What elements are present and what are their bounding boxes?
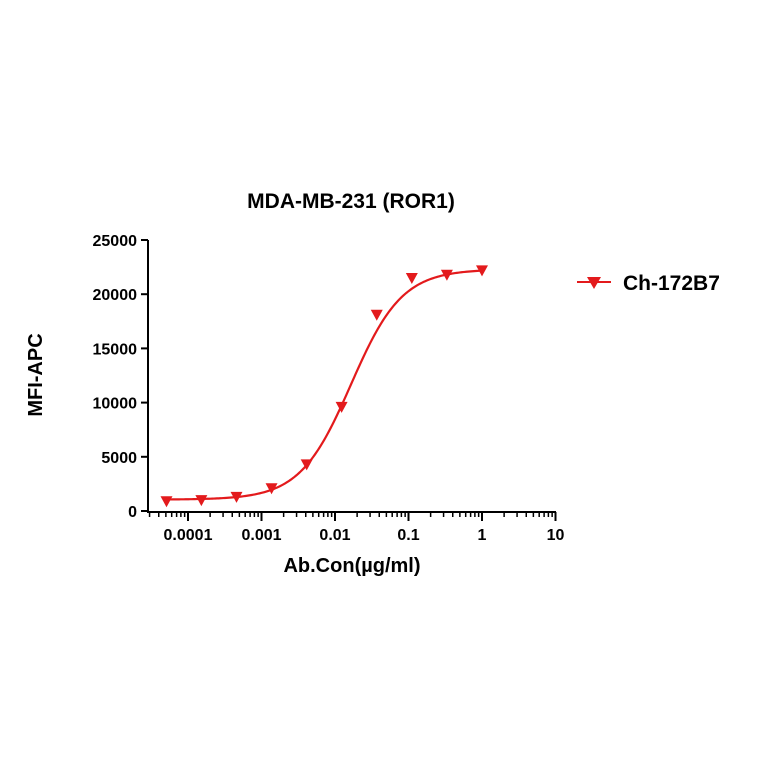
fit-curve [166, 269, 483, 501]
legend-label: Ch-172B7 [623, 272, 720, 295]
data-point [160, 496, 173, 508]
x-tick-label: 0.0001 [164, 527, 213, 544]
x-axis: 0.0001 0.001 0.01 0.1 1 10 [147, 511, 565, 544]
data-point [195, 495, 208, 507]
x-ticks: 0.0001 0.001 0.01 0.1 1 10 [148, 512, 565, 544]
y-tick-label: 10000 [93, 396, 138, 413]
data-point [265, 483, 278, 495]
x-tick-label: 10 [547, 527, 565, 544]
x-tick-label: 0.01 [319, 527, 350, 544]
data-point [300, 459, 313, 471]
data-point [440, 269, 453, 281]
y-axis-label: MFI-APC [25, 333, 47, 416]
data-point [370, 309, 383, 321]
y-tick-label: 15000 [93, 341, 138, 358]
data-point [476, 265, 488, 277]
plot-series [160, 265, 488, 508]
legend-marker [587, 277, 601, 289]
legend: Ch-172B7 [577, 272, 720, 295]
chart-title: MDA-MB-231 (ROR1) [247, 190, 455, 213]
y-ticks: 0 5000 10000 15000 20000 25000 [93, 233, 148, 521]
y-tick-label: 0 [128, 504, 137, 521]
x-tick-label: 0.001 [241, 527, 281, 544]
x-tick-label: 0.1 [397, 527, 419, 544]
y-tick-label: 20000 [93, 287, 138, 304]
y-tick-label: 5000 [101, 450, 137, 467]
data-point [405, 272, 418, 284]
y-tick-label: 25000 [93, 233, 138, 250]
data-point [335, 401, 348, 413]
data-point [230, 491, 243, 503]
y-axis: 0 5000 10000 15000 20000 25000 [93, 233, 149, 521]
x-axis-label: Ab.Con(µg/ml) [283, 555, 420, 577]
x-tick-label: 1 [478, 527, 487, 544]
